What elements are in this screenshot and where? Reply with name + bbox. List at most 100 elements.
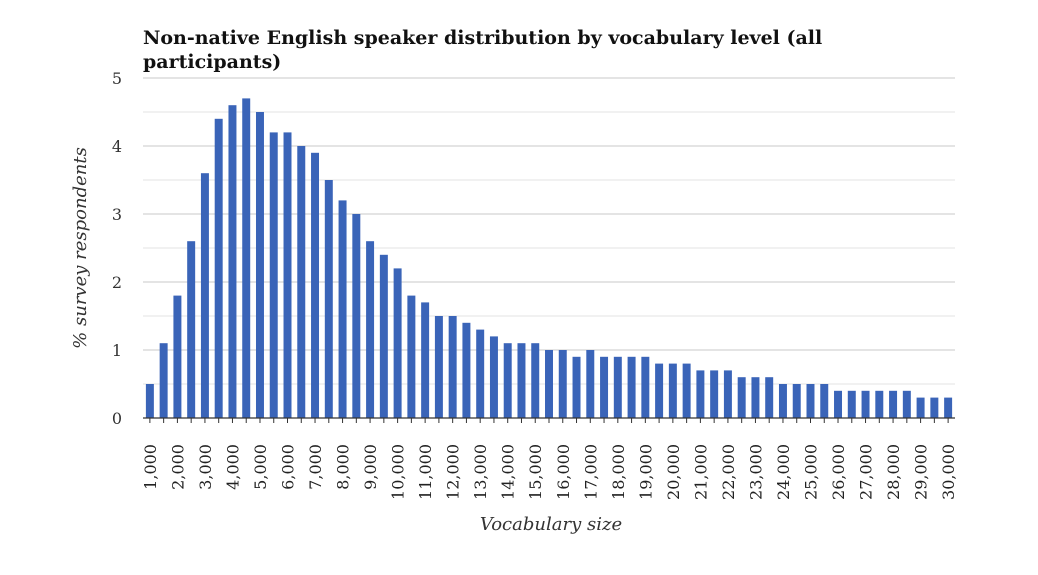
x-tick-label: 21,000 bbox=[691, 444, 710, 500]
bar bbox=[889, 390, 898, 418]
bar bbox=[255, 112, 264, 418]
bar bbox=[737, 377, 746, 418]
bar bbox=[861, 390, 870, 418]
x-tick-label: 5,000 bbox=[251, 444, 270, 490]
bar bbox=[187, 241, 196, 418]
x-tick-label: 26,000 bbox=[829, 444, 848, 500]
bar bbox=[214, 118, 223, 419]
x-tick-label: 7,000 bbox=[306, 444, 325, 490]
bar bbox=[916, 397, 925, 418]
y-tick-label: 2 bbox=[112, 273, 122, 292]
bar bbox=[558, 350, 567, 418]
bar bbox=[393, 268, 402, 418]
bar bbox=[311, 152, 320, 419]
bar bbox=[902, 390, 911, 418]
bar bbox=[751, 377, 760, 418]
bar bbox=[421, 302, 430, 418]
bar bbox=[723, 370, 732, 418]
x-tick-label: 4,000 bbox=[223, 444, 242, 490]
bar bbox=[641, 356, 650, 418]
y-tick-label: 1 bbox=[112, 341, 122, 360]
x-tick-label: 16,000 bbox=[554, 444, 573, 500]
x-tick-label: 11,000 bbox=[416, 444, 435, 500]
x-tick-label: 15,000 bbox=[526, 444, 545, 500]
x-tick-label: 14,000 bbox=[499, 444, 518, 500]
bar bbox=[710, 370, 719, 418]
y-tick-label: 4 bbox=[112, 137, 122, 156]
bar bbox=[930, 397, 939, 418]
bar bbox=[379, 254, 388, 418]
bar bbox=[462, 322, 471, 418]
y-tick-label: 3 bbox=[112, 205, 122, 224]
bar bbox=[765, 377, 774, 418]
x-tick-label: 6,000 bbox=[279, 444, 298, 490]
bar bbox=[682, 363, 691, 418]
x-tick-label: 13,000 bbox=[471, 444, 490, 500]
chart-title: Non-native English speaker distribution … bbox=[143, 27, 823, 73]
bar bbox=[668, 363, 677, 418]
x-tick-label: 3,000 bbox=[196, 444, 215, 490]
y-axis-title: % survey respondents bbox=[70, 147, 91, 349]
x-tick-label: 19,000 bbox=[636, 444, 655, 500]
bar bbox=[242, 98, 251, 419]
bar bbox=[338, 200, 347, 418]
bar bbox=[200, 173, 209, 418]
bar bbox=[269, 132, 278, 418]
x-tick-label: 9,000 bbox=[361, 444, 380, 490]
bar bbox=[145, 384, 154, 418]
bar bbox=[875, 390, 884, 418]
bar bbox=[627, 356, 636, 418]
bar bbox=[324, 180, 333, 418]
x-tick-label: 22,000 bbox=[719, 444, 738, 500]
x-tick-label: 8,000 bbox=[334, 444, 353, 490]
bar bbox=[820, 384, 829, 418]
bar bbox=[613, 356, 622, 418]
x-tick-label: 20,000 bbox=[664, 444, 683, 500]
bar bbox=[806, 384, 815, 418]
x-tick-label: 25,000 bbox=[801, 444, 820, 500]
y-tick-label: 0 bbox=[112, 409, 122, 428]
bar bbox=[352, 214, 361, 418]
bar bbox=[696, 370, 705, 418]
bar bbox=[159, 343, 168, 418]
bar bbox=[834, 390, 843, 418]
x-tick-label: 12,000 bbox=[444, 444, 463, 500]
bar bbox=[228, 105, 237, 418]
bar bbox=[545, 350, 553, 418]
bar bbox=[944, 397, 953, 418]
x-axis-title: Vocabulary size bbox=[480, 514, 622, 535]
bar bbox=[655, 363, 664, 418]
bar bbox=[476, 329, 485, 418]
x-tick-label: 2,000 bbox=[168, 444, 187, 490]
bar bbox=[407, 295, 416, 418]
bar bbox=[572, 356, 581, 418]
bar bbox=[366, 241, 375, 418]
bar bbox=[531, 343, 540, 418]
bar bbox=[297, 146, 306, 418]
x-tick-label: 17,000 bbox=[581, 444, 600, 500]
x-tick-label: 18,000 bbox=[609, 444, 628, 500]
bar bbox=[517, 343, 526, 418]
bar bbox=[173, 295, 182, 418]
x-tick-label: 24,000 bbox=[774, 444, 793, 500]
bar bbox=[792, 384, 801, 418]
x-tick-label: 10,000 bbox=[389, 444, 408, 500]
bar bbox=[503, 343, 512, 418]
x-tick-label: 1,000 bbox=[141, 444, 160, 490]
bar bbox=[847, 390, 856, 418]
bar bbox=[600, 356, 609, 418]
x-tick-label: 28,000 bbox=[884, 444, 903, 500]
y-tick-label: 5 bbox=[112, 69, 122, 88]
bar bbox=[434, 316, 443, 418]
x-tick-label: 30,000 bbox=[939, 444, 958, 500]
bar bbox=[283, 132, 292, 418]
x-tick-label: 27,000 bbox=[857, 444, 876, 500]
bar bbox=[448, 316, 457, 418]
bar bbox=[586, 350, 595, 418]
x-tick-label: 23,000 bbox=[746, 444, 765, 500]
x-tick-label: 29,000 bbox=[912, 444, 931, 500]
bar bbox=[778, 384, 787, 418]
bar bbox=[489, 336, 498, 418]
